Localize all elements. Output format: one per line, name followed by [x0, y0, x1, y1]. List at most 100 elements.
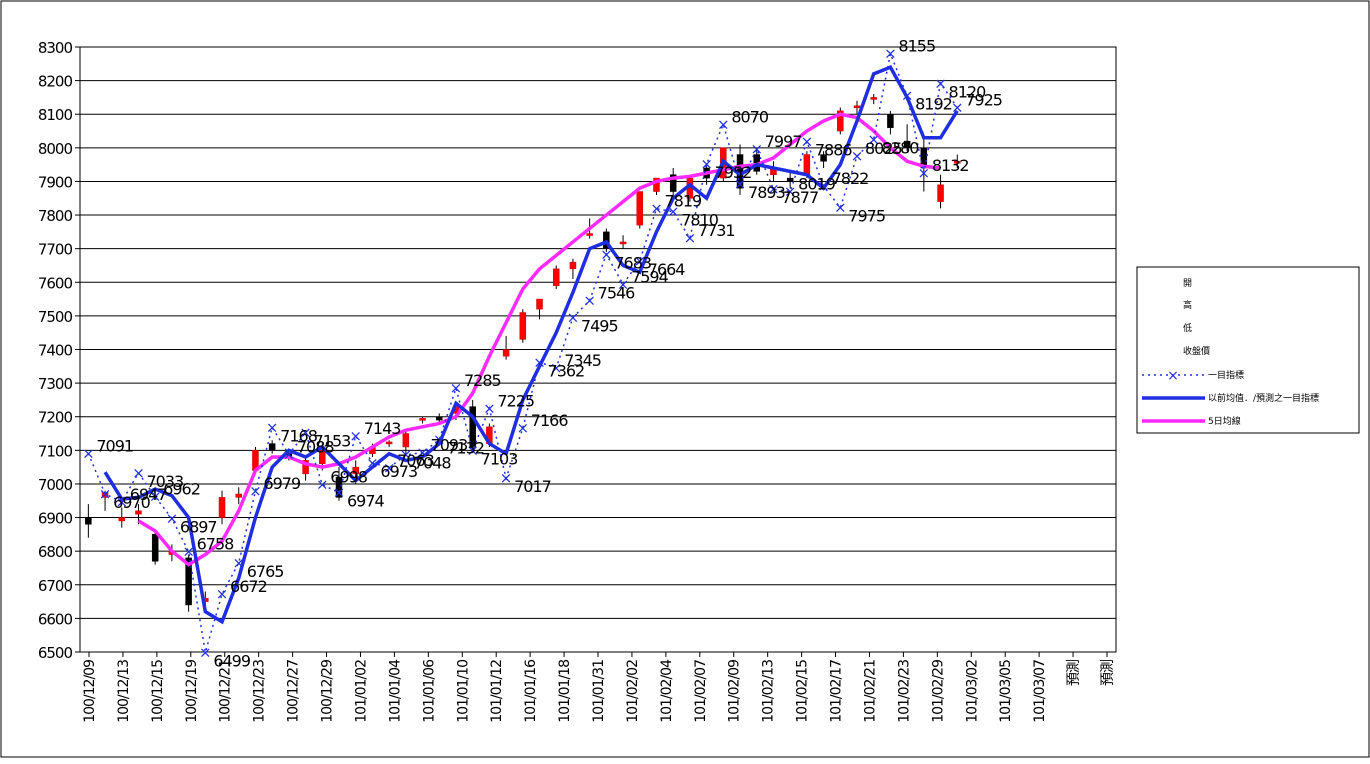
x-tick-label: 100/12/21 — [218, 660, 234, 723]
indicator-marker: × — [483, 399, 496, 417]
y-tick-label: 7600 — [38, 274, 73, 292]
indicator-marker: × — [349, 427, 362, 445]
y-tick-label: 6700 — [38, 577, 73, 595]
x-tick-label: 100/12/29 — [320, 660, 336, 723]
candle-body — [419, 418, 426, 421]
x-tick-label: 101/02/13 — [761, 660, 777, 723]
data-label: 6897 — [180, 518, 217, 537]
indicator-marker: × — [416, 444, 429, 462]
data-label: 7810 — [681, 211, 719, 230]
legend-label: 以前均值．/預測之一目指標 — [1208, 392, 1319, 404]
y-tick-label: 7100 — [38, 442, 73, 460]
data-label: 7153 — [314, 432, 351, 451]
data-label: 8070 — [731, 107, 769, 126]
y-tick-label: 7300 — [38, 375, 73, 393]
x-tick-label: 101/01/31 — [591, 660, 607, 723]
indicator-marker: × — [617, 275, 630, 293]
x-tick-label: 101/02/23 — [896, 660, 912, 723]
candle-body — [502, 349, 510, 357]
y-tick-label: 7700 — [38, 241, 73, 259]
data-label: 8025 — [865, 139, 902, 158]
data-label: 7683 — [614, 253, 651, 272]
indicator-marker: × — [934, 74, 947, 92]
indicator-marker: × — [700, 155, 713, 173]
indicator-marker: × — [867, 130, 880, 148]
data-label: 7103 — [481, 449, 518, 468]
y-tick-label: 7900 — [38, 173, 73, 191]
legend-label: 收盤價 — [1183, 345, 1210, 357]
data-label: 7362 — [548, 361, 585, 380]
data-label: 7893 — [748, 183, 785, 202]
data-label: 7731 — [698, 221, 735, 240]
candle-body — [235, 493, 242, 498]
indicator-marker: × — [550, 359, 563, 377]
legend-label: 高 — [1183, 299, 1192, 311]
indicator-marker: × — [583, 291, 596, 309]
indicator-marker: × — [149, 488, 162, 506]
data-label: 7063 — [397, 451, 434, 470]
x-tick-label: 100/12/15 — [150, 660, 166, 723]
indicator-marker: × — [650, 200, 663, 218]
indicator-marker: × — [567, 309, 580, 327]
indicator-marker: × — [366, 454, 379, 472]
indicator-marker: × — [232, 554, 245, 572]
data-label: 7546 — [598, 283, 636, 302]
x-tick-label: 101/02/04 — [659, 659, 675, 723]
series-lines: ×× ××××××××××××× ××× ×× ×××××××× ××××××× ×××××… — [82, 45, 963, 662]
indicator-marker: × — [884, 45, 897, 63]
indicator-marker: × — [633, 252, 646, 270]
candle-body — [636, 191, 644, 226]
indicator-marker: × — [216, 585, 229, 603]
data-label: 7997 — [765, 132, 802, 151]
indicator-marker: × — [450, 379, 463, 397]
x-tick-label: 100/12/23 — [252, 660, 268, 723]
candle-body — [302, 460, 309, 475]
x-tick-label: 101/01/02 — [353, 660, 369, 723]
data-label: 7495 — [581, 317, 618, 336]
line-ichimoku-indicator — [87, 51, 958, 653]
x-tick-label: 101/03/02 — [964, 660, 980, 723]
candle-body — [552, 268, 560, 286]
candle-body — [937, 184, 944, 202]
data-label: 7925 — [965, 91, 1002, 110]
indicator-marker: × — [784, 183, 797, 201]
indicator-marker: × — [182, 543, 195, 561]
data-label: 7285 — [464, 371, 501, 390]
y-tick-label: 6500 — [38, 644, 73, 662]
indicator-marker: × — [600, 245, 613, 263]
indicator-marker: × — [199, 643, 212, 661]
indicator-marker: × — [734, 175, 747, 193]
data-label: 7017 — [514, 477, 551, 496]
candle-body — [586, 233, 593, 236]
data-label: 7168 — [280, 426, 318, 445]
candle-body — [669, 174, 677, 192]
candle-body — [903, 140, 911, 149]
x-tick-label: 101/02/02 — [625, 660, 641, 723]
candle-body — [786, 177, 794, 182]
candle-body — [352, 466, 359, 475]
data-label: 6979 — [263, 474, 301, 493]
y-tick-label: 7000 — [38, 476, 73, 494]
data-label: 6973 — [380, 462, 417, 481]
data-label: 7886 — [815, 140, 853, 159]
candle-body — [853, 105, 861, 109]
indicator-marker: × — [851, 147, 864, 165]
indicator-marker: × — [901, 87, 914, 105]
data-label: 7345 — [564, 351, 601, 370]
data-label: 6672 — [230, 577, 267, 596]
data-label: 7822 — [832, 169, 869, 188]
x-tick-label: 101/03/05 — [998, 660, 1014, 723]
data-label: 7091 — [96, 436, 133, 455]
indicator-marker: × — [750, 140, 763, 158]
data-label: 8155 — [898, 37, 935, 56]
indicator-marker: × — [383, 459, 396, 477]
candle-body — [185, 557, 192, 606]
candle-body — [469, 406, 476, 448]
data-label: 7664 — [648, 260, 686, 279]
y-tick-label: 7500 — [38, 308, 73, 326]
candle-body — [803, 154, 811, 175]
x-tick-label: 100/12/19 — [184, 660, 200, 723]
x-tick-label: 101/01/18 — [557, 660, 573, 723]
indicator-marker: × — [918, 164, 931, 182]
